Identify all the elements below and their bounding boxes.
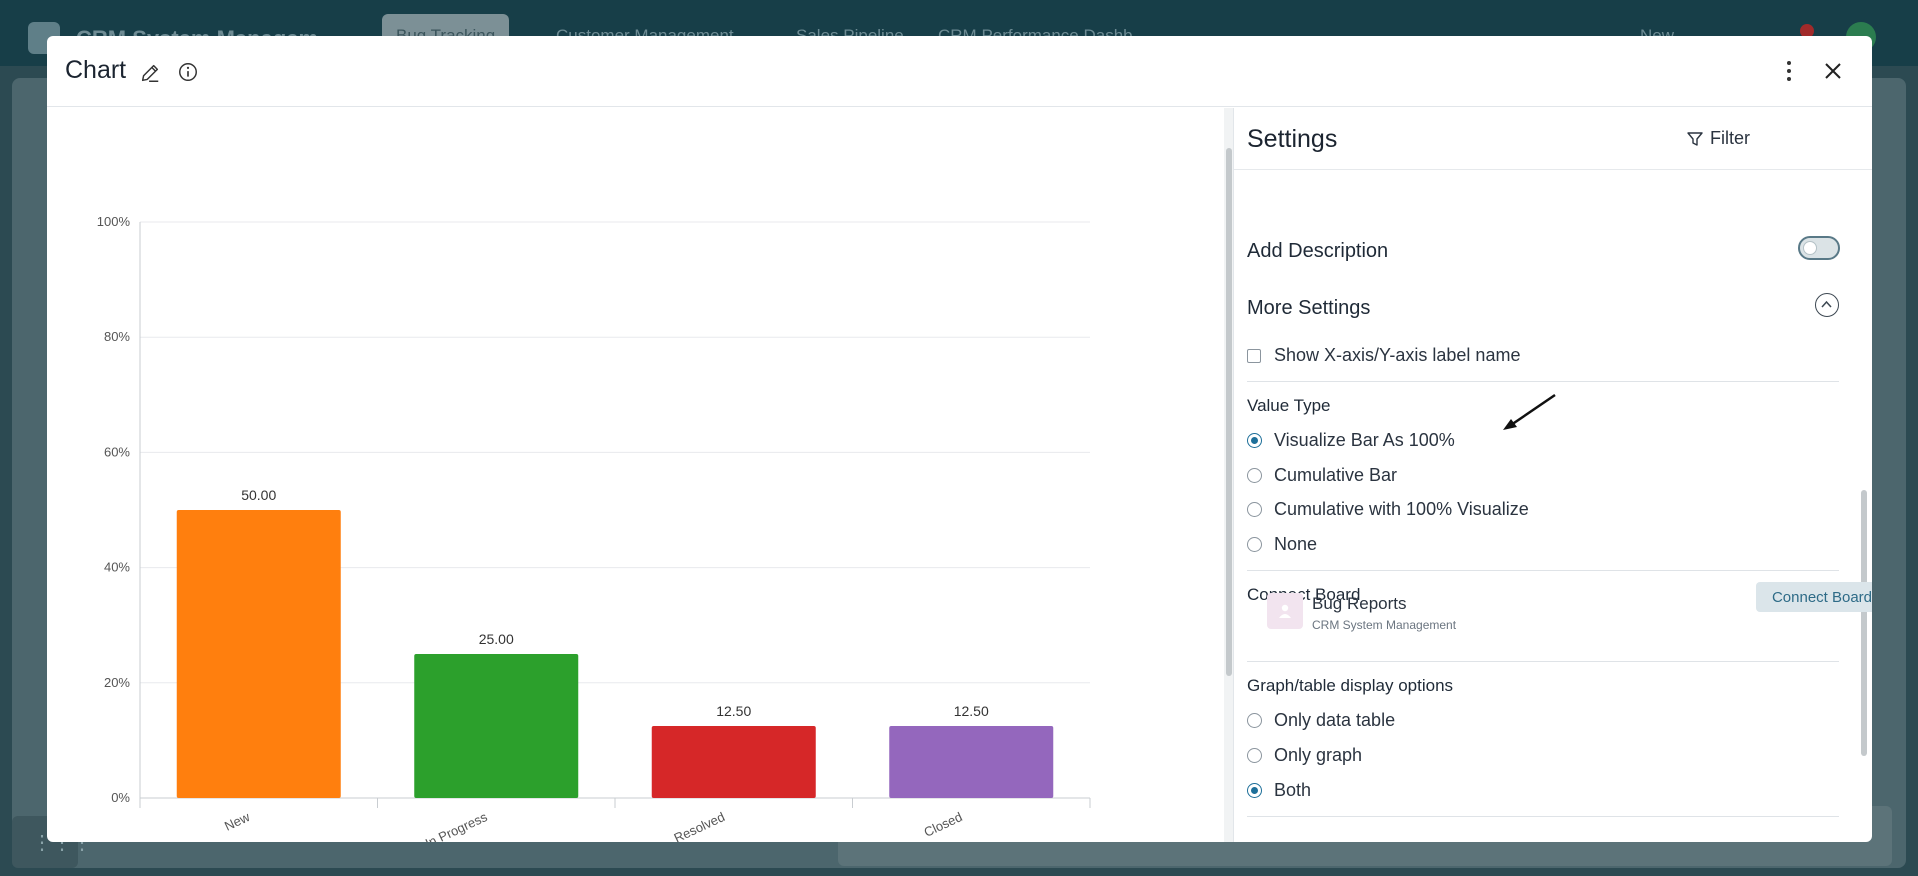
value-type-option[interactable]: Cumulative with 100% Visualize — [1247, 499, 1529, 520]
value-type-option[interactable]: Cumulative Bar — [1247, 465, 1397, 486]
x-tick-label: New — [222, 809, 252, 834]
bar-resolved — [651, 726, 816, 798]
value-type-heading: Value Type — [1247, 396, 1331, 415]
y-tick-label: 20% — [104, 675, 130, 690]
y-tick-label: 100% — [97, 214, 131, 229]
modal-title: Chart — [65, 56, 127, 84]
radio[interactable] — [1247, 748, 1262, 763]
chevron-up-icon[interactable] — [1815, 293, 1839, 317]
settings-panel: Settings Filter Add Description More Set… — [1234, 108, 1872, 842]
arrow-annotation-icon — [1503, 393, 1556, 430]
data-label: 50.00 — [241, 487, 276, 503]
x-tick-label: Closed — [922, 809, 965, 840]
filter-button[interactable]: Filter — [1686, 128, 1750, 149]
display-option[interactable]: Only graph — [1247, 745, 1362, 766]
value-type-label: Cumulative with 100% Visualize — [1274, 499, 1529, 519]
x-tick-label: Resolved — [672, 809, 727, 842]
y-tick-label: 0% — [111, 790, 130, 805]
y-tick-label: 60% — [104, 444, 130, 459]
filter-icon — [1687, 131, 1703, 146]
board-workspace: CRM System Management — [1312, 618, 1457, 632]
chart-area: 0% 20% 40% 60% 80% 100% 50.00 New 25.00 In Progre… — [47, 108, 1219, 842]
connect-board-button[interactable]: Connect Board — [1756, 582, 1872, 612]
bar-closed — [889, 726, 1054, 798]
panel-divider — [1233, 108, 1234, 842]
radio[interactable] — [1247, 502, 1262, 517]
display-options-heading: Graph/table display options — [1247, 676, 1454, 695]
value-type-label: Cumulative Bar — [1274, 465, 1398, 485]
value-type-label: Visualize Bar As 100% — [1274, 430, 1455, 450]
y-tick-label: 80% — [104, 329, 130, 344]
settings-header: Settings Filter — [1234, 108, 1872, 170]
bar-new — [176, 510, 341, 798]
radio-selected[interactable] — [1247, 783, 1262, 798]
more-settings-label: More Settings — [1247, 297, 1371, 319]
modal-header: Chart — [47, 36, 1872, 107]
radio[interactable] — [1247, 713, 1262, 728]
notification-icon — [1800, 24, 1814, 38]
board-name[interactable]: Bug Reports — [1312, 594, 1407, 613]
board-avatar-icon — [1267, 593, 1303, 629]
display-option[interactable]: Only data table — [1247, 710, 1395, 731]
value-type-label: None — [1274, 534, 1318, 554]
radio[interactable] — [1247, 537, 1262, 552]
kebab-menu-icon[interactable] — [1779, 58, 1799, 84]
display-option[interactable]: Both — [1247, 780, 1311, 801]
data-label: 12.50 — [954, 703, 989, 719]
settings-title: Settings — [1247, 125, 1338, 153]
value-type-option[interactable]: Visualize Bar As 100% — [1247, 430, 1455, 451]
pencil-icon[interactable] — [139, 62, 161, 84]
info-icon[interactable] — [177, 61, 199, 83]
chart-scrollbar[interactable] — [1224, 108, 1234, 842]
add-description-toggle[interactable] — [1798, 236, 1840, 260]
value-type-option[interactable]: None — [1247, 534, 1317, 555]
add-description-label: Add Description — [1247, 240, 1389, 262]
radio-selected[interactable] — [1247, 433, 1262, 448]
chart-modal: Chart 0% 20% 40% 60% 80% 100% 50.00 New 25.00 In … — [47, 36, 1872, 842]
y-tick-label: 40% — [104, 560, 130, 575]
display-option-label: Both — [1274, 780, 1312, 800]
bar-chart: 0% 20% 40% 60% 80% 100% 50.00 New 25.00 In Progre… — [97, 214, 1091, 842]
settings-scrollbar[interactable] — [1859, 170, 1869, 842]
x-tick-label: In Progress — [423, 809, 490, 842]
filter-label: Filter — [1710, 128, 1750, 148]
show-axis-label-text: Show X-axis/Y-axis label name — [1274, 345, 1521, 365]
close-icon[interactable] — [1823, 61, 1843, 81]
data-label: 12.50 — [716, 703, 751, 719]
radio[interactable] — [1247, 468, 1262, 483]
display-option-label: Only data table — [1274, 710, 1396, 730]
data-label: 25.00 — [479, 631, 514, 647]
bar-in-progress — [414, 654, 579, 798]
show-axis-label-checkbox[interactable] — [1247, 348, 1261, 363]
display-option-label: Only graph — [1274, 745, 1363, 765]
show-axis-label-option[interactable]: Show X-axis/Y-axis label name — [1247, 345, 1520, 366]
